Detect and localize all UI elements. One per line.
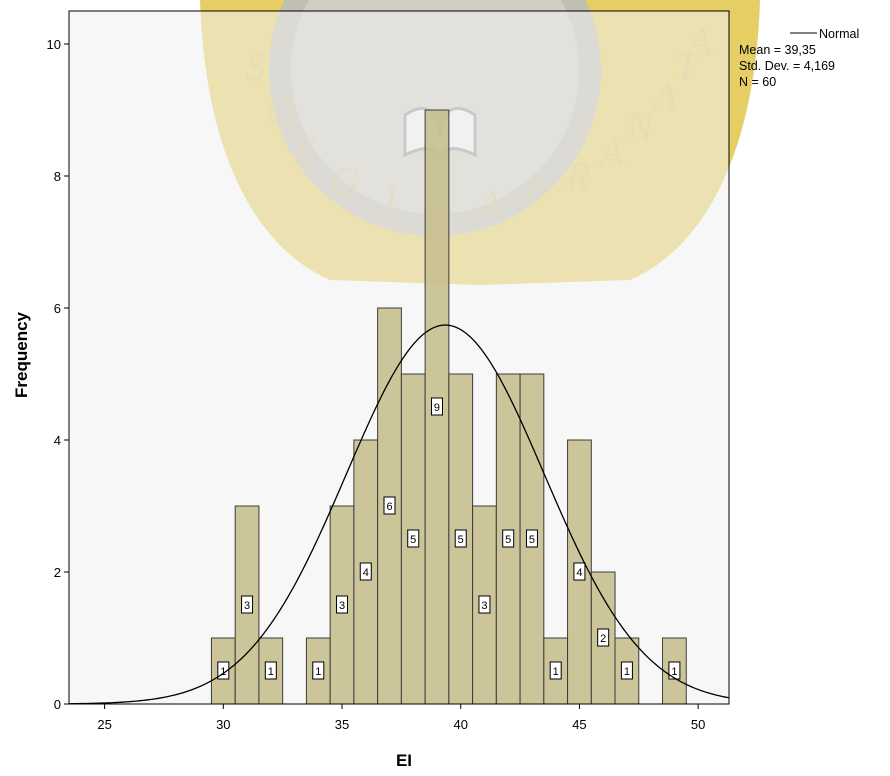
bar-count-label: 5 bbox=[505, 534, 511, 546]
bar-count-label: 3 bbox=[244, 600, 250, 612]
bar-count-label-box bbox=[336, 595, 349, 614]
bar-count-label-box bbox=[312, 661, 325, 680]
bar-count-label: 5 bbox=[458, 534, 464, 546]
bar-count-label-box bbox=[573, 562, 586, 581]
x-tick-label: 35 bbox=[335, 717, 349, 732]
legend-mean: Mean = 39,35 bbox=[739, 43, 816, 57]
y-tick-label: 0 bbox=[54, 697, 61, 712]
bar-count-label-box bbox=[359, 562, 372, 581]
x-tick-label: 45 bbox=[572, 717, 586, 732]
bar-count-label: 1 bbox=[671, 666, 677, 678]
bar-count-label-box bbox=[525, 529, 538, 548]
x-tick-label: 50 bbox=[691, 717, 705, 732]
bar-count-label-box bbox=[597, 628, 610, 647]
bar-count-label: 9 bbox=[434, 402, 440, 414]
bar-count-label: 3 bbox=[339, 600, 345, 612]
bar-count-label-box bbox=[430, 397, 443, 416]
bar-count-label: 2 bbox=[600, 633, 606, 645]
bar-count-label-box bbox=[383, 496, 396, 515]
bar-count-label-box bbox=[264, 661, 277, 680]
bar-count-label-box bbox=[478, 595, 491, 614]
x-tick-label: 30 bbox=[216, 717, 230, 732]
bar-count-label: 3 bbox=[481, 600, 487, 612]
bar-count-label: 5 bbox=[410, 534, 416, 546]
legend-n: N = 60 bbox=[739, 75, 776, 89]
bar-count-label-box bbox=[502, 529, 515, 548]
y-tick-label: 4 bbox=[54, 433, 61, 448]
bar-count-label: 1 bbox=[315, 666, 321, 678]
x-tick-label: 40 bbox=[453, 717, 467, 732]
bar-count-label-box bbox=[217, 661, 230, 680]
y-tick-label: 8 bbox=[54, 169, 61, 184]
bar-count-label: 6 bbox=[386, 501, 392, 513]
bar-count-label-box bbox=[454, 529, 467, 548]
bar-count-label: 4 bbox=[363, 567, 369, 579]
bar-count-label: 1 bbox=[553, 666, 559, 678]
y-tick-label: 2 bbox=[54, 565, 61, 580]
bar-count-label-box bbox=[407, 529, 420, 548]
bar-count-label: 4 bbox=[576, 567, 582, 579]
legend-std-dev: Std. Dev. = 4,169 bbox=[739, 59, 835, 73]
y-axis-title: Frequency bbox=[12, 311, 31, 398]
y-tick-label: 6 bbox=[54, 301, 61, 316]
bar-count-label-box bbox=[668, 661, 681, 680]
y-tick-label: 10 bbox=[47, 37, 61, 52]
bar-count-label-box bbox=[241, 595, 254, 614]
legend-series-label: Normal bbox=[819, 27, 859, 41]
bar-count-label: 5 bbox=[529, 534, 535, 546]
legend: Normal Mean = 39,35 Std. Dev. = 4,169 N … bbox=[739, 27, 859, 89]
bar-count-label: 1 bbox=[268, 666, 274, 678]
bar-count-label-box bbox=[549, 661, 562, 680]
normal-curve bbox=[68, 324, 730, 705]
bar-count-label-box bbox=[620, 661, 633, 680]
bar-count-label: 1 bbox=[220, 666, 226, 678]
x-tick-label: 25 bbox=[97, 717, 111, 732]
bars: 1 3 1 1 3 4 6 5 9 5 3 5 5 1 4 2 1 1 bbox=[210, 109, 687, 705]
bar-count-label: 1 bbox=[624, 666, 630, 678]
x-axis-title: EI bbox=[396, 751, 412, 770]
